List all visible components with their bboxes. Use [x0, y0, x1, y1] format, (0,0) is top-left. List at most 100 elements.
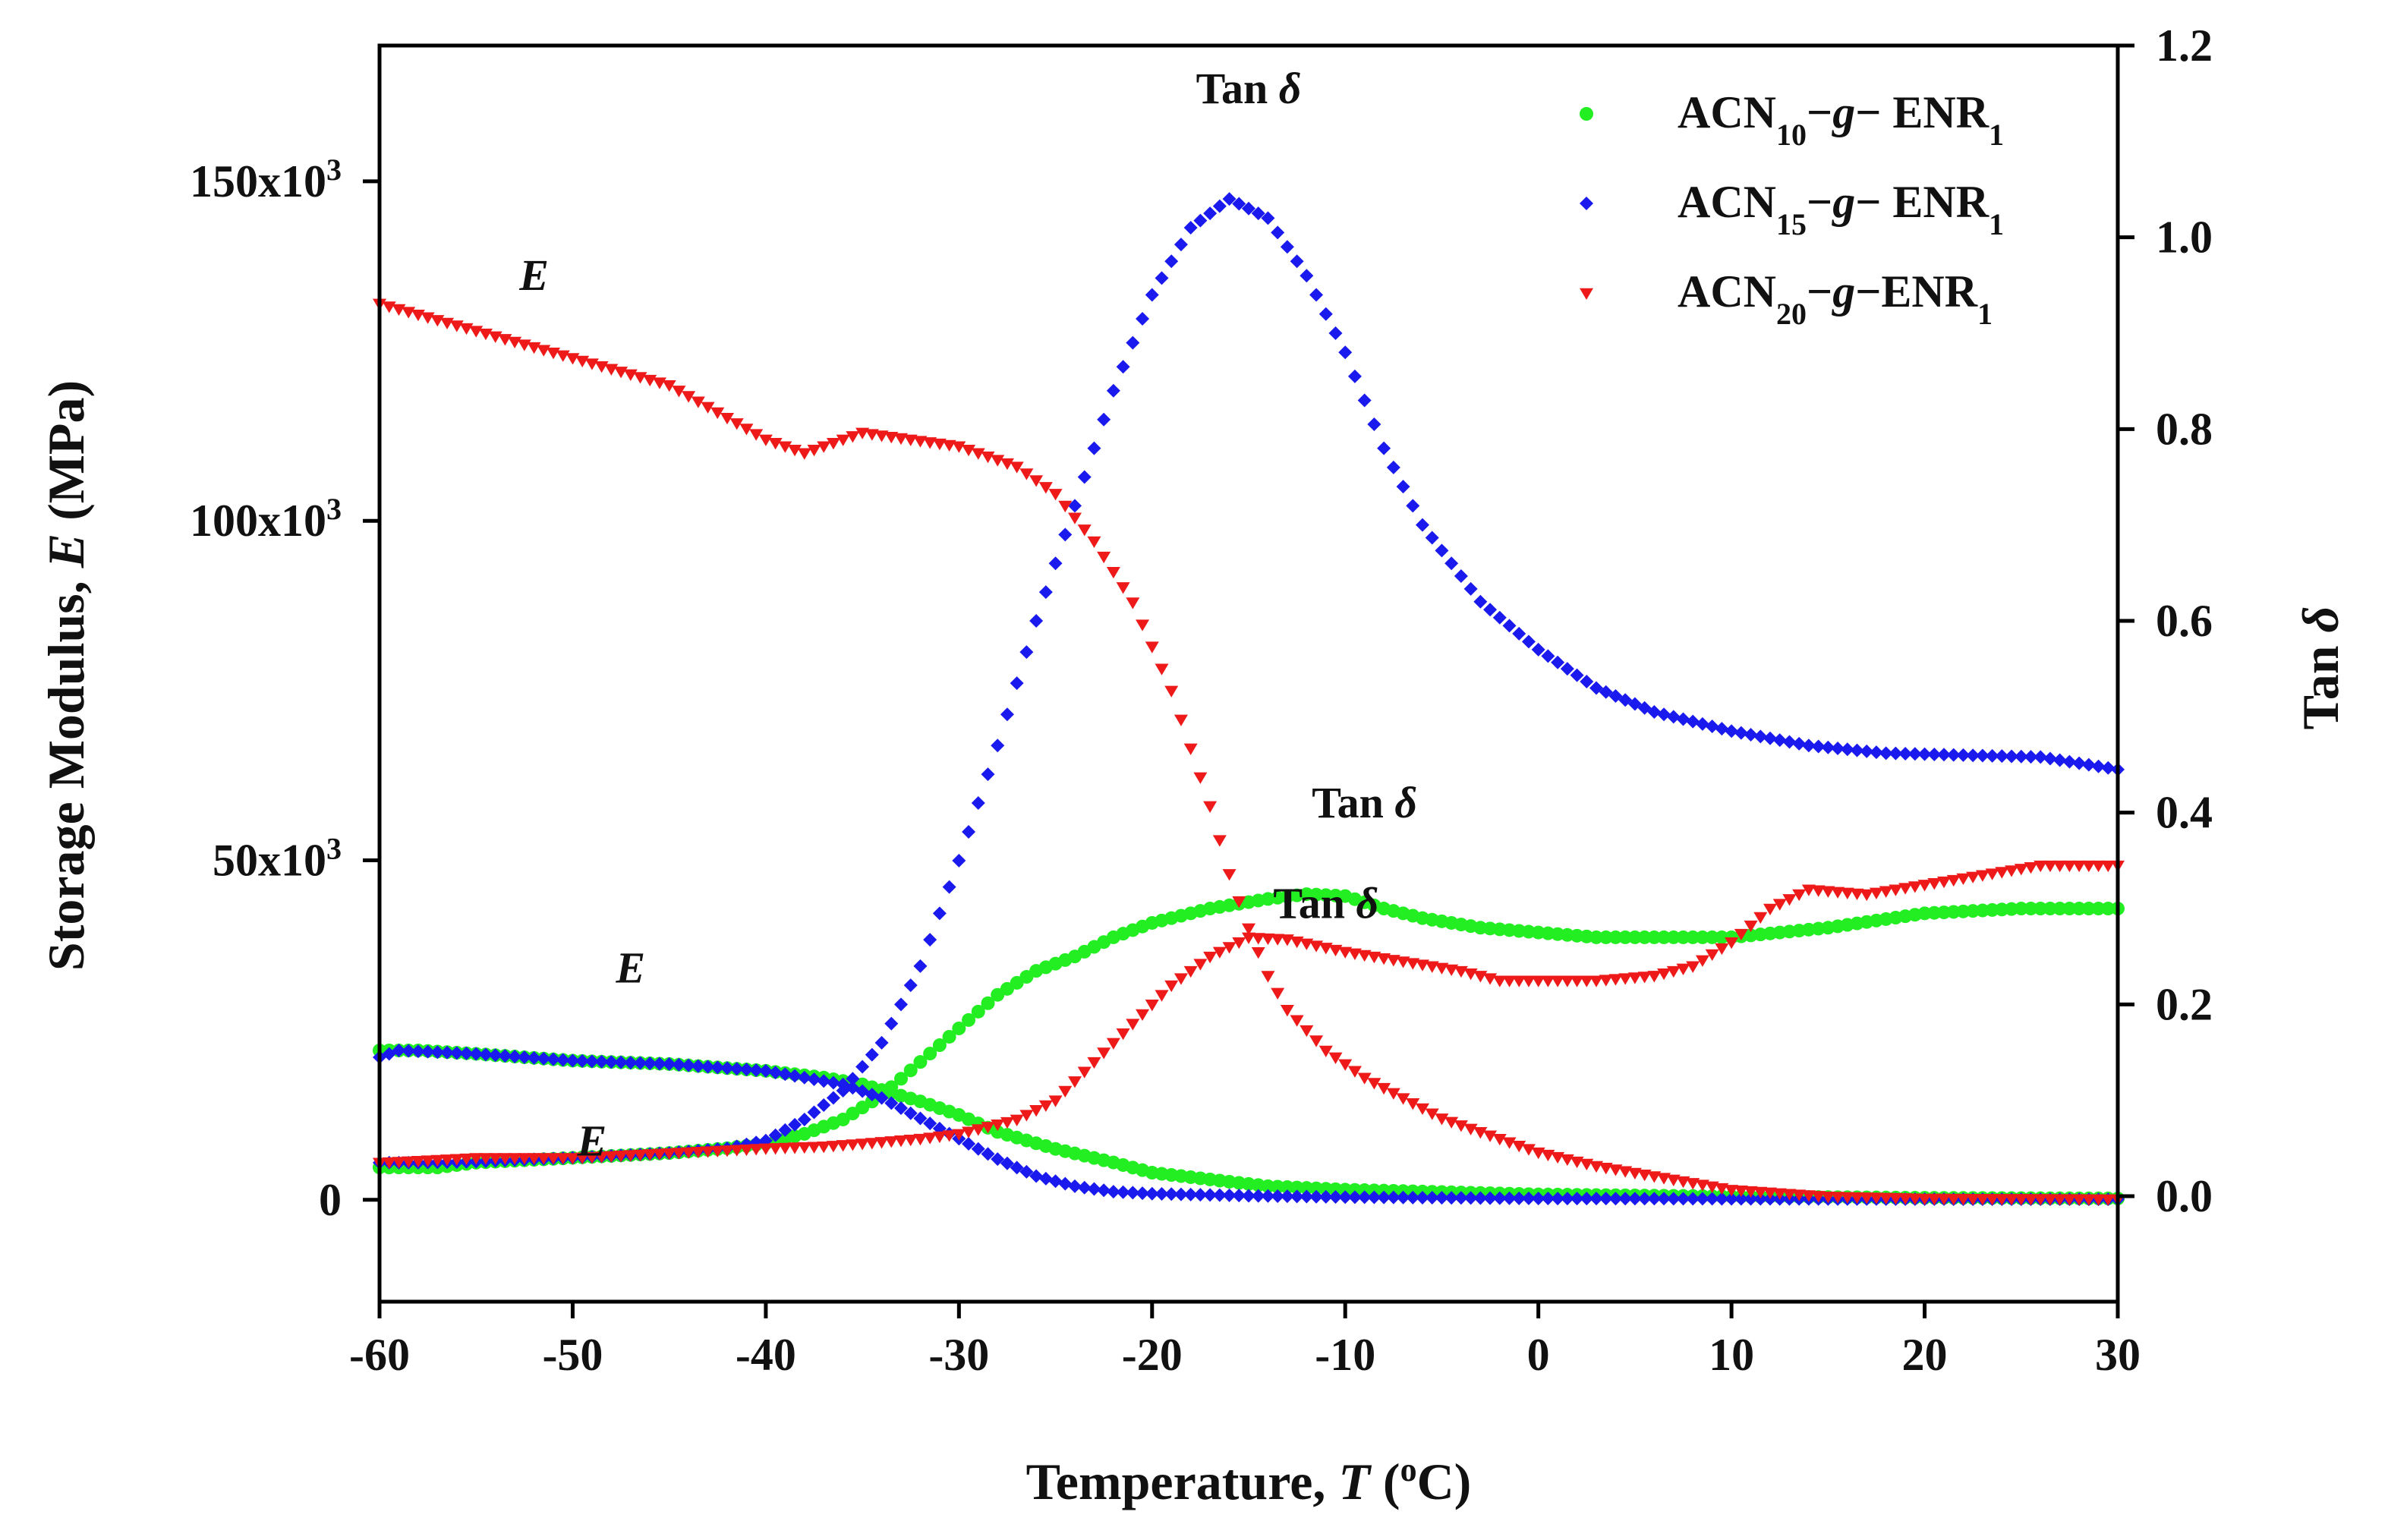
acn15-modulus-point — [1551, 1192, 1565, 1206]
acn15-modulus-point — [556, 1053, 570, 1067]
acn20-modulus-point — [1444, 1116, 1459, 1129]
acn15-modulus-point — [1473, 1191, 1488, 1205]
acn20-modulus-point — [2101, 1194, 2115, 1206]
acn20-modulus-point — [884, 431, 899, 444]
acn20-tan-delta-point — [788, 1142, 802, 1154]
acn15-tan-delta-point — [2081, 757, 2096, 772]
acn20-modulus-point — [991, 455, 1005, 467]
acn15-tan-delta-point — [1010, 676, 1024, 691]
acn20-modulus-point — [1483, 1130, 1498, 1142]
acn20-tan-delta-point — [981, 1122, 995, 1134]
acn15-modulus-point — [1019, 1164, 1034, 1179]
acn15-tan-delta-point — [1164, 254, 1179, 269]
acn15-tan-delta-point — [1946, 748, 1961, 762]
acn20-modulus-point — [1744, 1186, 1758, 1198]
acn15-modulus-point — [1338, 1190, 1353, 1205]
acn20-modulus-point — [874, 430, 889, 442]
acn20-tan-delta-point — [1560, 975, 1574, 987]
acn20-tan-delta-point — [643, 1149, 657, 1161]
acn20-tan-delta-point — [2081, 860, 2096, 873]
acn20-modulus-point — [1869, 1192, 1883, 1205]
legend: ACN10−g− ENR1 ACN15−g− ENR1 ACN20−g−ENR1 — [1580, 87, 2004, 331]
acn20-tan-delta-point — [1416, 959, 1429, 972]
acn20-modulus-point — [1725, 1185, 1739, 1197]
acn10-tan-delta-point — [2101, 902, 2115, 916]
acn20-tan-delta-point — [498, 1153, 512, 1165]
acn15-modulus-point — [788, 1069, 802, 1083]
acn15-tan-delta-point — [855, 1060, 870, 1074]
acn20-tan-delta-series — [373, 860, 2125, 1170]
acn20-tan-delta-point — [488, 1153, 502, 1165]
acn15-tan-delta-point — [1048, 556, 1063, 571]
acn20-tan-delta-point — [1212, 946, 1227, 959]
acn15-tan-delta-point — [1242, 201, 1255, 216]
acn20-tan-delta-point — [874, 1137, 889, 1149]
acn20-tan-delta-point — [1608, 974, 1623, 986]
acn10-modulus-point — [1261, 1179, 1275, 1193]
acn20-tan-delta-point — [682, 1147, 696, 1159]
acn10-tan-delta-point — [913, 1055, 928, 1069]
acn20-modulus-point — [1985, 1194, 1999, 1206]
acn10-tan-delta-point — [2052, 902, 2067, 916]
acn15-tan-delta-point — [1473, 594, 1488, 609]
acn20-modulus-point — [942, 439, 956, 452]
acn15-tan-delta-point — [1869, 745, 1883, 760]
acn20-modulus-point — [729, 418, 744, 430]
acn15-tan-delta-point — [913, 959, 928, 973]
acn15-modulus-point — [1618, 1192, 1633, 1206]
acn15-tan-delta-point — [1357, 393, 1372, 408]
acn15-modulus-point — [923, 1116, 937, 1131]
acn15-modulus-point — [1029, 1169, 1044, 1183]
acn15-tan-delta-point — [1956, 748, 1971, 762]
acn20-tan-delta-point — [1541, 975, 1555, 987]
acn15-tan-delta-point — [1908, 747, 1922, 761]
acn20-modulus-point — [1328, 1052, 1343, 1064]
acn20-modulus-point — [1840, 1192, 1854, 1204]
acn20-modulus-point — [1879, 1192, 1893, 1205]
acn15-tan-delta-point — [2034, 750, 2048, 764]
acn20-modulus-point — [1618, 1166, 1633, 1178]
acn20-modulus-point — [1357, 1072, 1372, 1085]
acn20-modulus-point — [1608, 1164, 1623, 1176]
acn20-modulus-point — [662, 379, 676, 392]
acn20-tan-delta-point — [2034, 860, 2048, 873]
acn10-tan-delta-point — [1946, 905, 1961, 919]
acn20-modulus-point — [1058, 500, 1073, 513]
acn15-tan-delta-point — [1136, 312, 1150, 326]
acn20-modulus-point — [836, 434, 850, 446]
acn20-modulus-point — [1502, 1137, 1517, 1149]
acn20-tan-delta-point — [547, 1153, 560, 1165]
acn20-modulus-point — [1715, 1183, 1729, 1195]
acn20-tan-delta-point — [1010, 1114, 1024, 1126]
y-left-axis-title: Storage Modulus, E (MPa) — [37, 380, 95, 971]
acn15-tan-delta-point — [778, 1123, 792, 1137]
acn20-tan-delta-point — [614, 1151, 629, 1163]
legend-label-acn15: ACN15−g− ENR1 — [1678, 177, 2004, 241]
acn15-modulus-point — [652, 1057, 666, 1071]
acn15-modulus-point — [1212, 1188, 1227, 1202]
acn15-tan-delta-point — [1551, 655, 1565, 669]
acn20-modulus-point — [1676, 1176, 1690, 1189]
acn15-tan-delta-point — [1937, 748, 1951, 762]
acn15-tan-delta-point — [1058, 528, 1073, 542]
acn20-tan-delta-point — [1521, 975, 1536, 987]
acn20-tan-delta-point — [1937, 876, 1951, 889]
acn20-modulus-point — [1068, 512, 1082, 524]
acn15-modulus-point — [449, 1046, 464, 1060]
acn20-tan-delta-point — [962, 1126, 976, 1138]
acn15-tan-delta-point — [1435, 543, 1449, 558]
acn20-tan-delta-point — [1512, 975, 1526, 987]
acn15-modulus-point — [1483, 1191, 1498, 1205]
acn20-tan-delta-point — [402, 1156, 416, 1168]
acn15-tan-delta-point — [1347, 369, 1362, 383]
acn15-tan-delta-point — [1772, 733, 1787, 748]
acn20-tan-delta-point — [1782, 894, 1797, 906]
acn15-tan-delta-point — [1222, 192, 1237, 206]
acn15-tan-delta-point — [1300, 269, 1314, 283]
plot-frame — [377, 43, 2120, 1304]
acn20-modulus-point — [1126, 597, 1140, 609]
acn20-tan-delta-point — [1831, 887, 1845, 899]
y-right-tick-label: 0.4 — [2156, 788, 2213, 838]
acn20-modulus-point — [1908, 1193, 1922, 1205]
acn15-modulus-point — [1608, 1192, 1623, 1206]
